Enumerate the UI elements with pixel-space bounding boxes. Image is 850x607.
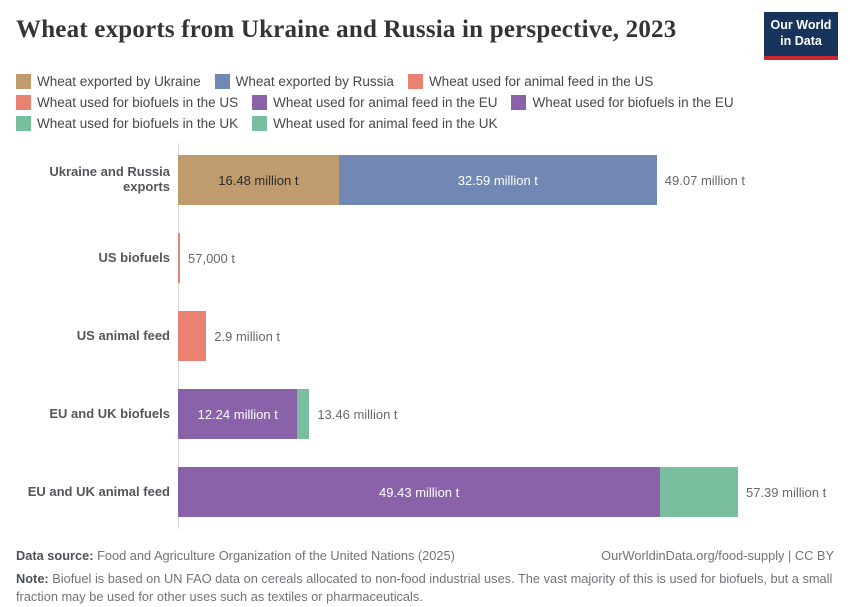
data-source: Data source: Food and Agriculture Organi…	[16, 547, 455, 566]
bar-segment-label: 49.43 million t	[379, 484, 460, 500]
legend-item[interactable]: Wheat used for biofuels in the EU	[511, 95, 734, 110]
legend-label: Wheat exported by Ukraine	[37, 74, 201, 89]
row-label: US animal feed	[76, 327, 170, 343]
legend-item[interactable]: Wheat used for biofuels in the UK	[16, 116, 238, 131]
legend-label: Wheat used for biofuels in the UK	[37, 116, 239, 131]
row-label: EU and UK biofuels	[49, 405, 170, 421]
page-title: Wheat exports from Ukraine and Russia in…	[16, 16, 677, 43]
bar-segment-label: 12.24 million t	[197, 406, 278, 422]
legend-swatch-icon	[214, 74, 230, 89]
bar-total-label: 49.07 million t	[664, 172, 746, 188]
owid-link[interactable]: OurWorldinData.org/food-supply | CC BY	[601, 548, 834, 563]
legend-swatch-icon	[16, 116, 31, 131]
bar-total-label: 13.46 million t	[317, 406, 398, 422]
bar-segment[interactable]	[297, 389, 310, 439]
legend-swatch-icon	[252, 95, 268, 110]
legend-label: Wheat exported by Russia	[235, 74, 394, 89]
bar-chart: Ukraine and Russia exports 16.48 million …	[0, 141, 850, 531]
bar-segment-label: 16.48 million t	[218, 172, 299, 188]
legend-item[interactable]: Wheat used for animal feed in the UK	[252, 116, 497, 131]
bar-segment[interactable]: 16.48 million t	[178, 155, 339, 205]
bar-track: 12.24 million t 13.46 million t	[178, 389, 398, 439]
bar-track: 2.9 million t	[178, 311, 280, 361]
owid-logo-line2: in Data	[780, 34, 822, 48]
bar-segment-label: 32.59 million t	[457, 172, 538, 188]
bar-track: 49.43 million t 57.39 million t	[178, 467, 826, 517]
legend-label: Wheat used for biofuels in the US	[37, 95, 239, 110]
bar-track: 57,000 t	[178, 233, 235, 283]
legend-item[interactable]: Wheat used for biofuels in the US	[16, 95, 238, 110]
bar-total-label: 57.39 million t	[745, 484, 827, 500]
legend-label: Wheat used for animal feed in the EU	[273, 95, 498, 110]
row-label: EU and UK animal feed	[27, 483, 170, 499]
note-text: Biofuel is based on UN FAO data on cerea…	[16, 570, 833, 605]
legend-label: Wheat used for animal feed in the UK	[273, 116, 498, 131]
header: Wheat exports from Ukraine and Russia in…	[0, 0, 850, 60]
bar-total-label: 57,000 t	[188, 250, 235, 266]
bar-segment[interactable]: 32.59 million t	[338, 155, 657, 205]
bar-segment[interactable]	[178, 311, 207, 361]
owid-logo: Our World in Data	[764, 12, 838, 60]
bar-segment[interactable]	[178, 233, 180, 283]
bar-row: US animal feed 2.9 million t	[0, 297, 850, 375]
note-label: Note:	[16, 570, 49, 586]
legend-item[interactable]: Wheat exported by Russia	[214, 74, 394, 89]
bar-row: EU and UK biofuels 12.24 million t 13.46 m…	[0, 375, 850, 453]
legend: Wheat exported by Ukraine Wheat exported …	[0, 74, 836, 131]
footer-note: Note: Biofuel is based on UN FAO data on…	[16, 570, 834, 607]
footer: Data source: Food and Agriculture Organi…	[0, 547, 850, 607]
data-source-text: Food and Agriculture Organization of the…	[93, 548, 455, 563]
bar-segment[interactable]: 12.24 million t	[178, 389, 298, 439]
legend-label: Wheat used for biofuels in the EU	[532, 95, 734, 110]
bar-row: EU and UK animal feed 49.43 million t 57.3…	[0, 453, 850, 531]
bar-row: US biofuels 57,000 t	[0, 219, 850, 297]
legend-swatch-icon	[16, 95, 31, 110]
bar-track: 16.48 million t 32.59 million t 49.07 mill…	[178, 155, 745, 205]
owid-logo-line1: Our World	[770, 18, 832, 33]
legend-item[interactable]: Wheat used for animal feed in the EU	[252, 95, 497, 110]
legend-label: Wheat used for animal feed in the US	[428, 74, 654, 89]
bar-segment[interactable]	[660, 467, 738, 517]
bar-segment[interactable]: 49.43 million t	[178, 467, 661, 517]
legend-item[interactable]: Wheat exported by Ukraine	[16, 74, 201, 89]
legend-swatch-icon	[252, 116, 268, 131]
row-label: Ukraine and Russia exports	[49, 164, 170, 194]
bar-total-label: 2.9 million t	[214, 328, 281, 344]
bar-row: Ukraine and Russia exports 16.48 million …	[0, 141, 850, 219]
data-source-label: Data source:	[16, 548, 94, 563]
legend-item[interactable]: Wheat used for animal feed in the US	[407, 74, 654, 89]
row-label: US biofuels	[98, 249, 170, 265]
legend-swatch-icon	[511, 95, 527, 110]
legend-swatch-icon	[407, 74, 423, 89]
legend-swatch-icon	[16, 74, 31, 89]
